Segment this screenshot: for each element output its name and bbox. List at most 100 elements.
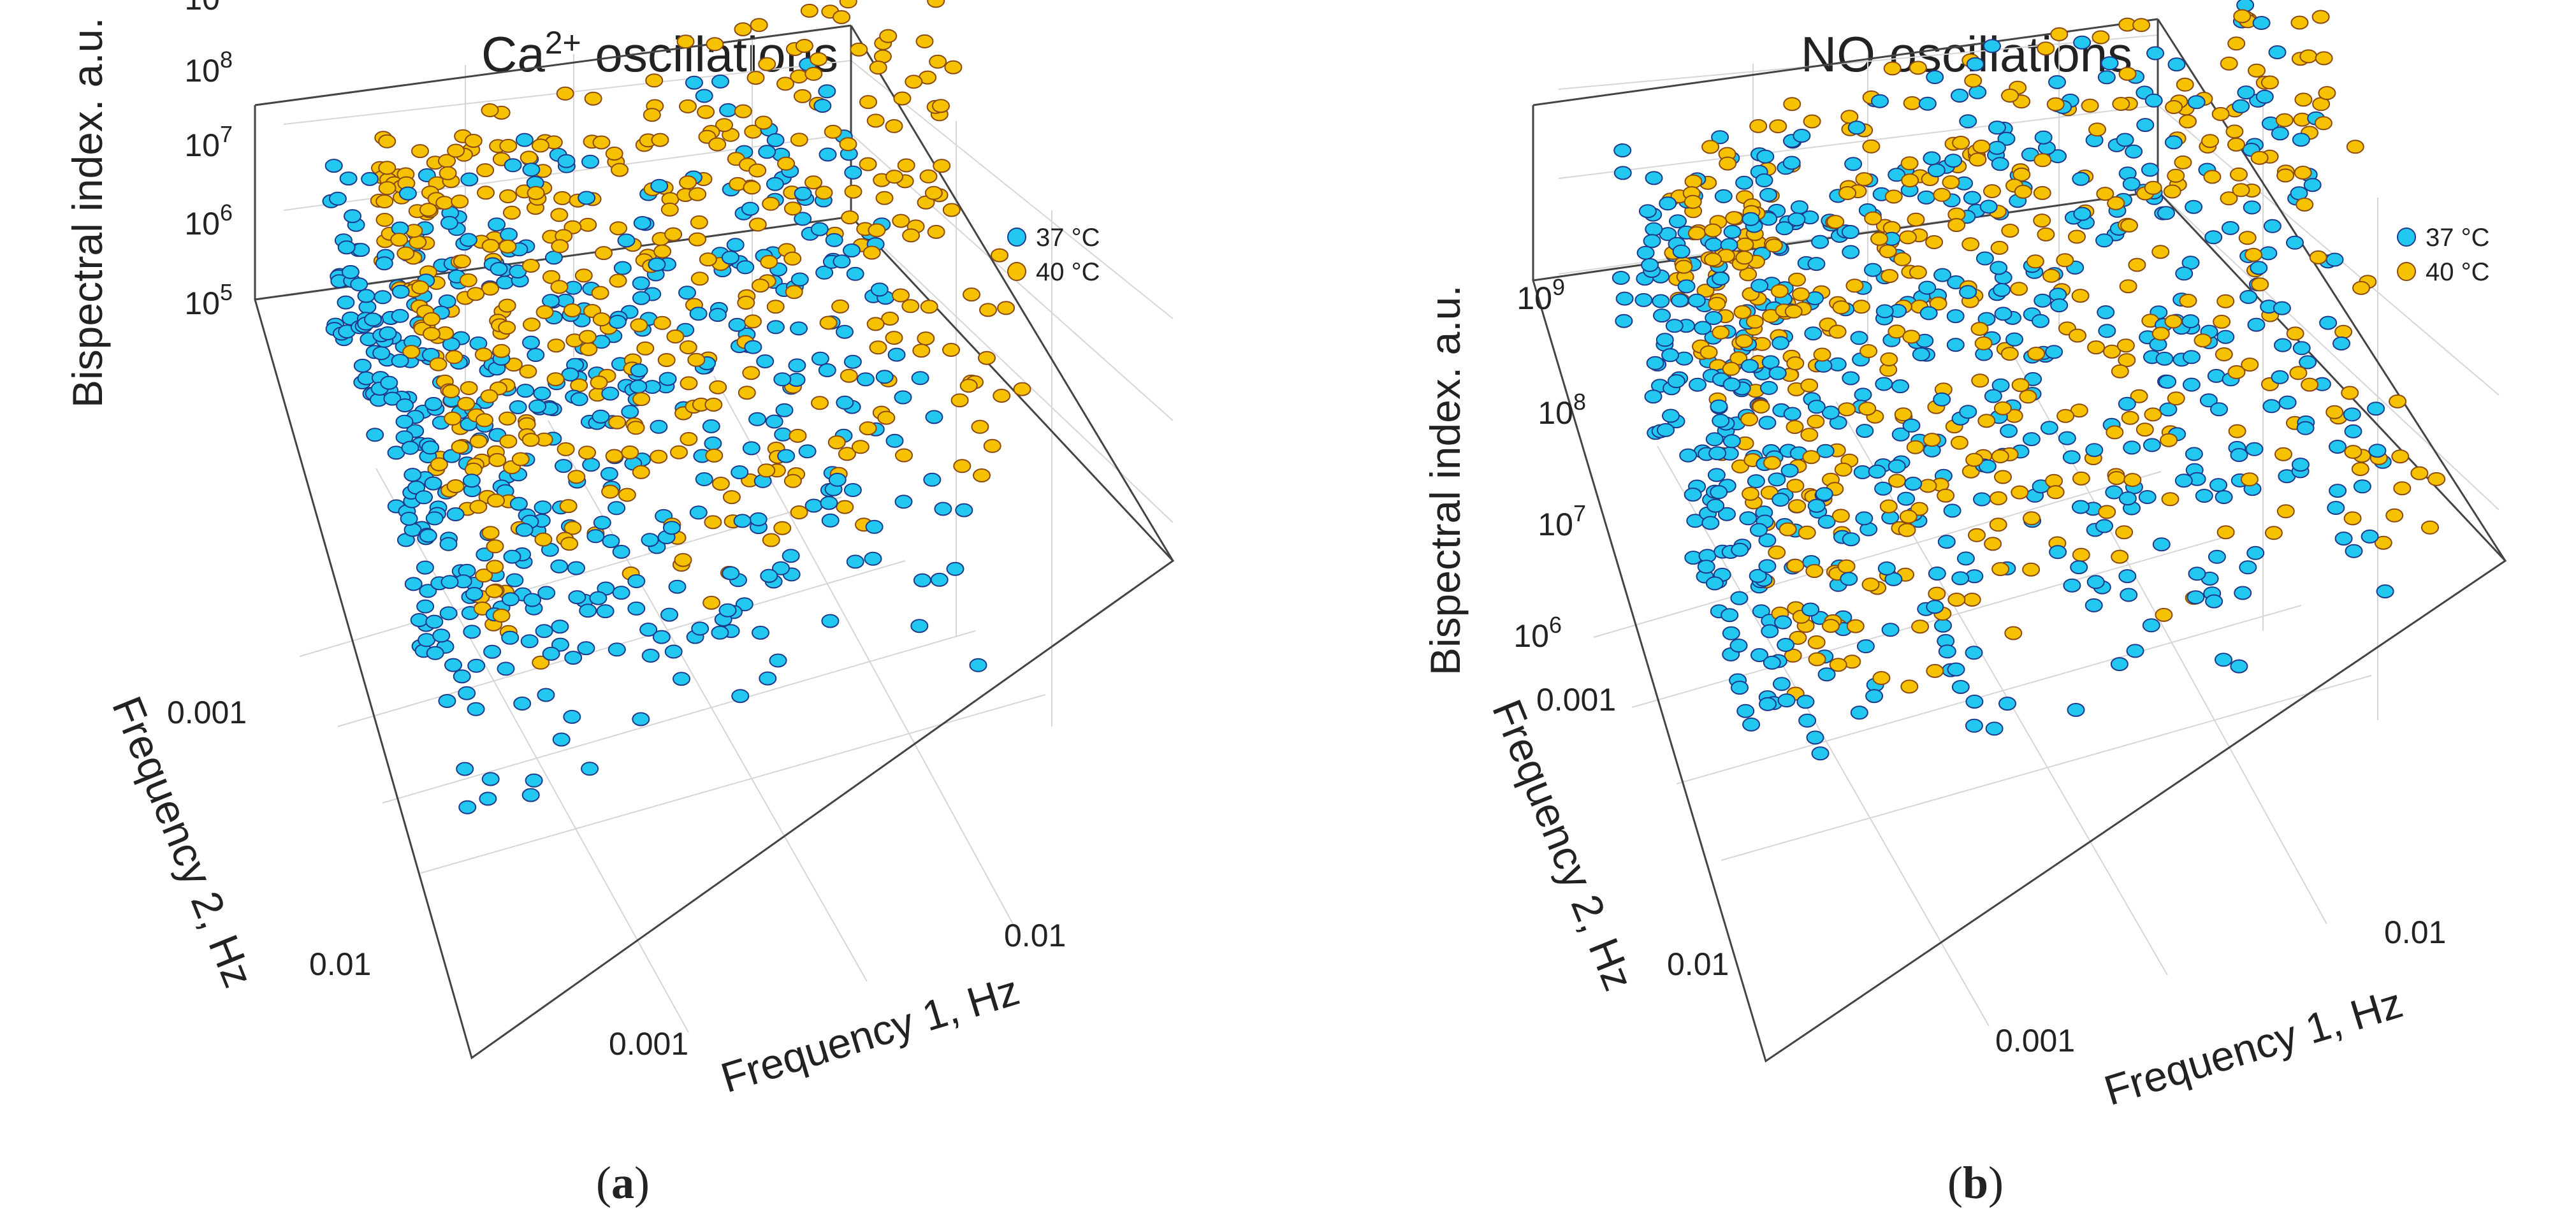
data-point-37c — [2142, 618, 2160, 633]
data-point-40c — [933, 159, 951, 173]
data-point-37c — [733, 514, 752, 528]
data-point-37c — [818, 84, 836, 99]
data-point-37c — [650, 178, 669, 193]
data-point-37c — [2032, 314, 2049, 328]
data-point-40c — [2136, 423, 2154, 437]
data-point-40c — [2233, 9, 2252, 24]
data-point-37c — [542, 646, 560, 661]
data-point-40c — [762, 196, 780, 211]
data-point-37c — [1965, 646, 1983, 660]
data-point-40c — [704, 398, 723, 412]
data-point-40c — [609, 273, 627, 288]
data-point-37c — [641, 648, 660, 663]
data-point-37c — [2221, 220, 2239, 235]
data-point-37c — [425, 511, 444, 526]
data-point-40c — [2144, 180, 2162, 195]
data-point-37c — [2034, 130, 2053, 145]
data-point-37c — [2158, 375, 2177, 389]
data-point-37c — [395, 414, 414, 429]
data-point-37c — [2209, 478, 2227, 493]
panel-b-label-letter: b — [1963, 1157, 1988, 1208]
data-point-40c — [2296, 198, 2314, 212]
data-point-40c — [1712, 325, 1730, 340]
data-point-37c — [864, 551, 882, 566]
data-point-37c — [2157, 206, 2175, 220]
data-point-40c — [1933, 187, 1951, 202]
data-point-37c — [419, 528, 437, 543]
data-point-40c — [893, 91, 912, 106]
data-point-40c — [670, 445, 688, 459]
data-point-40c — [953, 459, 971, 473]
data-point-40c — [2111, 549, 2129, 564]
data-point-37c — [364, 312, 382, 327]
data-point-37c — [328, 191, 347, 206]
data-point-37c — [1761, 355, 1780, 370]
data-point-40c — [2111, 364, 2129, 379]
data-point-37c — [479, 791, 497, 806]
data-point-40c — [632, 392, 650, 407]
data-point-40c — [1684, 194, 1702, 209]
data-point-40c — [688, 232, 706, 247]
data-point-37c — [1710, 399, 1728, 414]
data-point-37c — [2120, 588, 2138, 602]
data-point-40c — [2042, 268, 2060, 283]
data-point-37c — [756, 354, 775, 368]
data-point-37c — [2187, 95, 2206, 110]
data-point-37c — [453, 669, 471, 684]
data-point-37c — [1998, 697, 2016, 711]
data-point-40c — [1994, 470, 2012, 484]
data-point-40c — [442, 384, 460, 398]
data-point-40c — [1788, 272, 1806, 287]
data-point-40c — [397, 246, 415, 261]
data-point-40c — [1906, 440, 1925, 454]
data-point-40c — [1834, 462, 1852, 477]
data-point-37c — [2292, 341, 2311, 356]
data-point-40c — [1765, 238, 1783, 253]
data-point-40c — [492, 343, 511, 358]
data-point-37c — [1775, 221, 1794, 236]
data-point-40c — [1902, 329, 1921, 344]
data-point-40c — [1888, 324, 1906, 339]
data-point-40c — [2023, 511, 2041, 526]
data-point-37c — [673, 672, 690, 686]
data-point-40c — [1862, 139, 1881, 154]
data-point-40c — [650, 449, 668, 464]
data-point-37c — [2095, 519, 2113, 533]
data-point-37c — [1761, 624, 1779, 639]
data-point-37c — [1951, 571, 1970, 586]
data-point-37c — [2252, 16, 2271, 30]
data-point-40c — [1989, 491, 2007, 505]
data-point-40c — [390, 233, 409, 247]
data-point-40c — [2179, 293, 2197, 308]
data-point-37c — [2344, 424, 2362, 438]
data-point-37c — [533, 386, 551, 401]
data-point-40c — [1899, 509, 1917, 524]
panel-b-label-close: ) — [1988, 1157, 2004, 1208]
data-point-40c — [564, 521, 582, 535]
data-point-37c — [1946, 338, 1965, 352]
data-point-40c — [1739, 267, 1757, 282]
data-point-40c — [997, 301, 1015, 315]
panel-b-z-tick: 109 — [1517, 274, 1565, 316]
data-point-37c — [662, 521, 681, 535]
data-point-40c — [476, 163, 495, 178]
data-point-40c — [2112, 97, 2130, 111]
data-point-40c — [927, 0, 945, 8]
data-point-37c — [1854, 387, 1872, 402]
panel-a-x-tick: 0.01 — [1004, 918, 1066, 953]
data-point-40c — [542, 270, 560, 284]
data-point-40c — [481, 103, 499, 117]
data-point-40c — [2161, 492, 2179, 507]
data-point-40c — [1752, 399, 1770, 414]
data-point-37c — [581, 762, 599, 776]
data-point-40c — [1928, 586, 1946, 601]
data-point-40c — [1919, 479, 1937, 493]
data-point-40c — [2167, 391, 2185, 406]
data-point-37c — [1774, 615, 1792, 630]
data-point-40c — [2286, 326, 2304, 341]
data-point-40c — [699, 252, 717, 267]
data-point-37c — [804, 498, 823, 513]
data-point-40c — [1909, 61, 1927, 75]
data-point-37c — [2123, 440, 2141, 455]
data-point-40c — [464, 134, 483, 148]
